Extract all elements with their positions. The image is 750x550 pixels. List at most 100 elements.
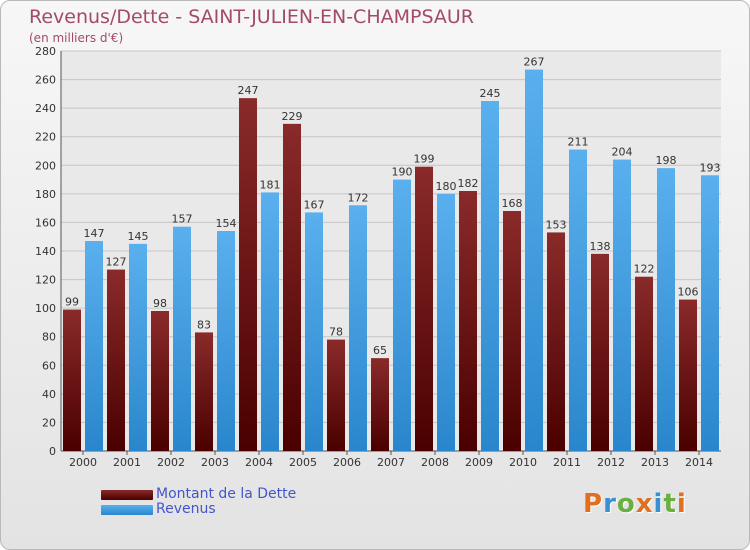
y-tick-label: 260 xyxy=(35,74,56,87)
bar-revenus xyxy=(525,69,543,452)
bar-debt xyxy=(239,98,257,452)
bar-revenus xyxy=(173,226,191,451)
data-label-debt: 65 xyxy=(373,344,387,357)
bar-revenus xyxy=(393,179,411,452)
bar-revenus xyxy=(349,205,367,451)
data-label-debt: 127 xyxy=(106,256,127,269)
data-label-revenus: 145 xyxy=(128,230,149,243)
y-tick-label: 200 xyxy=(35,159,56,172)
bar-debt xyxy=(63,309,81,451)
bar-revenus xyxy=(657,168,675,451)
y-tick-label: 100 xyxy=(35,302,56,315)
data-label-debt: 247 xyxy=(238,84,259,97)
data-label-revenus: 245 xyxy=(480,87,501,100)
bar-debt xyxy=(459,191,477,451)
data-label-revenus: 157 xyxy=(172,213,193,226)
logo-letter: P xyxy=(583,489,604,519)
bar-revenus xyxy=(701,175,719,452)
x-tick-label: 2007 xyxy=(377,456,405,469)
data-label-debt: 122 xyxy=(634,263,655,276)
bar-revenus xyxy=(613,159,631,452)
x-tick-label: 2008 xyxy=(421,456,449,469)
data-label-debt: 168 xyxy=(502,197,523,210)
bar-debt xyxy=(195,332,213,451)
x-tick-label: 2013 xyxy=(641,456,669,469)
bar-debt xyxy=(327,339,345,451)
bar-debt xyxy=(283,123,301,451)
data-label-revenus: 180 xyxy=(436,180,457,193)
data-label-debt: 153 xyxy=(546,218,567,231)
logo-letter: r xyxy=(603,489,617,519)
bar-debt xyxy=(591,253,609,451)
logo-letter: i xyxy=(653,489,664,519)
y-tick-label: 40 xyxy=(42,388,56,401)
y-tick-label: 240 xyxy=(35,102,56,115)
bar-revenus xyxy=(437,193,455,451)
bar-revenus xyxy=(481,101,499,451)
legend-swatch-revenus xyxy=(101,505,153,515)
data-label-debt: 78 xyxy=(329,326,343,339)
y-tick-label: 80 xyxy=(42,331,56,344)
x-tick-label: 2002 xyxy=(157,456,185,469)
data-label-revenus: 190 xyxy=(392,166,413,179)
y-tick-label: 120 xyxy=(35,274,56,287)
data-label-revenus: 267 xyxy=(524,56,545,69)
bar-debt xyxy=(503,211,521,451)
chart-subtitle: (en milliers d'€) xyxy=(29,31,124,45)
x-tick-label: 2009 xyxy=(465,456,493,469)
x-tick-label: 2012 xyxy=(597,456,625,469)
y-tick-label: 160 xyxy=(35,216,56,229)
y-tick-label: 180 xyxy=(35,188,56,201)
logo-letter: i xyxy=(676,489,687,519)
proxiti-logo: Proxiti xyxy=(583,489,687,519)
logo-letter: x xyxy=(635,489,654,519)
data-label-debt: 98 xyxy=(153,297,167,310)
x-tick-label: 2001 xyxy=(113,456,141,469)
data-label-debt: 199 xyxy=(414,153,435,166)
y-tick-label: 0 xyxy=(49,445,56,458)
bar-debt xyxy=(371,358,389,451)
bar-debt xyxy=(547,232,565,451)
bar-revenus xyxy=(129,243,147,451)
x-tick-label: 2003 xyxy=(201,456,229,469)
x-tick-label: 2005 xyxy=(289,456,317,469)
data-label-revenus: 211 xyxy=(568,136,589,149)
y-tick-label: 140 xyxy=(35,245,56,258)
bar-revenus xyxy=(85,241,103,451)
y-tick-label: 280 xyxy=(35,45,56,58)
legend-swatch-debt xyxy=(101,490,153,500)
bar-debt xyxy=(635,276,653,451)
data-label-revenus: 167 xyxy=(304,198,325,211)
x-tick-label: 2011 xyxy=(553,456,581,469)
legend-label-revenus: Revenus xyxy=(156,501,216,517)
data-label-revenus: 147 xyxy=(84,227,105,240)
data-label-revenus: 204 xyxy=(612,146,633,159)
bar-revenus xyxy=(305,212,323,451)
data-label-debt: 229 xyxy=(282,110,303,123)
logo-letter: t xyxy=(663,489,677,519)
bar-debt xyxy=(415,166,433,451)
bar-debt xyxy=(151,311,169,451)
data-label-debt: 99 xyxy=(65,296,79,309)
data-label-revenus: 198 xyxy=(656,154,677,167)
bar-revenus xyxy=(217,231,235,451)
data-label-revenus: 172 xyxy=(348,191,369,204)
bar-revenus xyxy=(261,192,279,451)
x-tick-label: 2000 xyxy=(69,456,97,469)
y-tick-label: 220 xyxy=(35,131,56,144)
y-tick-label: 60 xyxy=(42,359,56,372)
data-label-debt: 106 xyxy=(678,286,699,299)
legend-label-debt: Montant de la Dette xyxy=(156,486,297,502)
x-tick-label: 2010 xyxy=(509,456,537,469)
x-tick-label: 2014 xyxy=(685,456,713,469)
logo-letter: o xyxy=(616,489,636,519)
data-label-debt: 83 xyxy=(197,318,211,331)
data-label-debt: 138 xyxy=(590,240,611,253)
bar-debt xyxy=(107,269,125,451)
data-label-debt: 182 xyxy=(458,177,479,190)
y-tick-label: 20 xyxy=(42,416,56,429)
data-label-revenus: 193 xyxy=(700,161,721,174)
x-tick-label: 2004 xyxy=(245,456,273,469)
